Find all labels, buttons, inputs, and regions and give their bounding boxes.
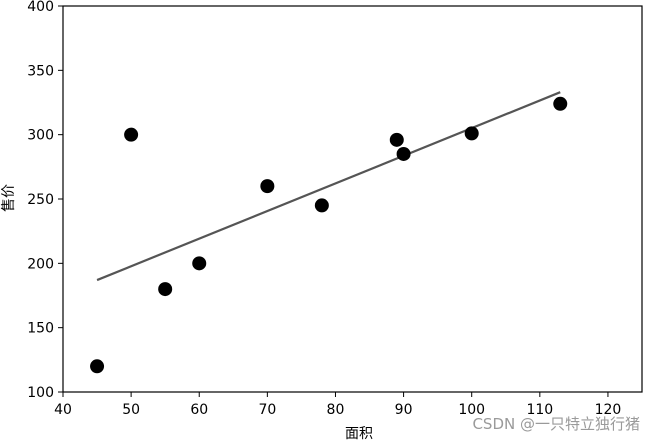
x-axis-label: 面积 [345,426,373,441]
data-point [396,146,411,161]
fit-line-layer [96,91,561,282]
x-tick-label: 90 [395,402,413,418]
x-tick-label: 40 [54,402,72,418]
y-tick-label: 150 [27,321,54,337]
data-point [314,198,329,213]
x-tick-label: 110 [526,402,553,418]
data-point [192,256,207,271]
data-point [553,96,568,111]
y-tick-label: 200 [27,256,54,272]
x-tick-label: 70 [258,402,276,418]
points-layer [90,96,568,374]
y-tick-label: 350 [27,63,54,79]
data-point [464,126,479,141]
y-tick-label: 250 [27,192,54,208]
data-point [389,132,404,147]
data-point [90,359,105,374]
plot-frame [62,5,643,393]
watermark: CSDN @一只特立独行猪 [472,415,640,433]
data-point [158,282,173,297]
regression-line [96,91,561,282]
x-tick-label: 60 [190,402,208,418]
y-tick-label: 100 [27,385,54,401]
x-tick-label: 120 [595,402,622,418]
y-tick-label: 300 [27,128,54,144]
data-point [124,127,139,142]
y-axis-label: 售价 [1,184,17,212]
x-tick-label: 100 [458,402,485,418]
axes: 40 50 60 70 80 90 100 110 120 100 150 200 250 300 350 4… [27,0,643,418]
x-tick-label: 50 [122,402,140,418]
data-point [260,179,275,194]
y-tick-label: 400 [27,0,54,15]
x-tick-label: 80 [327,402,345,418]
